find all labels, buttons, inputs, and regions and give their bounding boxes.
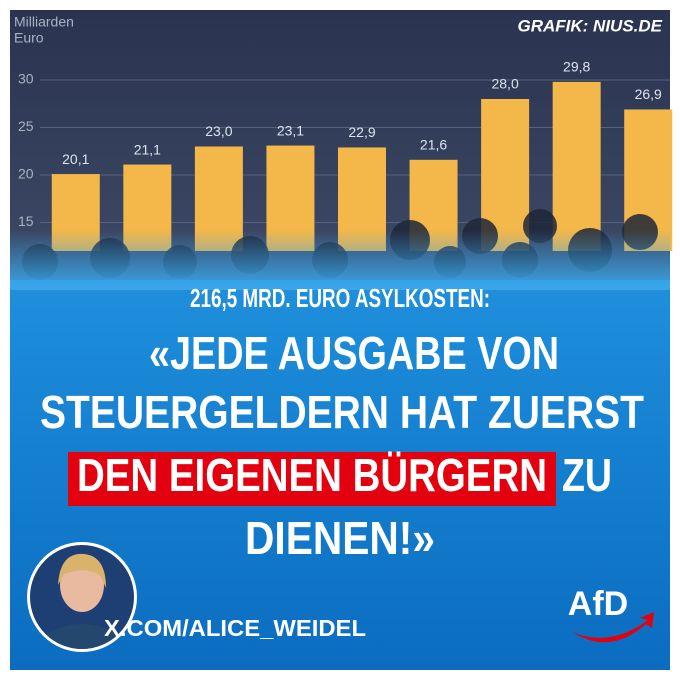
value-label: 22,9: [348, 124, 375, 140]
value-label: 23,1: [277, 122, 304, 138]
value-label: 28,0: [491, 76, 518, 92]
y-axis-label: Euro: [14, 30, 44, 46]
credit: GRAFIK: NIUS.DE: [518, 16, 663, 35]
value-label: 21,1: [134, 141, 161, 157]
highlight-box: [68, 452, 556, 506]
value-label: 21,6: [420, 137, 447, 153]
value-label: 29,8: [563, 59, 590, 75]
y-tick-label: 25: [18, 118, 34, 134]
y-tick-label: 15: [18, 213, 34, 229]
fade: [10, 230, 670, 290]
logo-arrow: [572, 612, 654, 643]
headline: 216,5 MRD. EURO ASYLKOSTEN:: [190, 283, 490, 313]
avatar: [27, 542, 137, 652]
handle[interactable]: X.COM/ALICE_WEIDEL: [104, 615, 366, 641]
value-label: 20,1: [62, 151, 89, 167]
logo: AfD: [568, 585, 628, 623]
quote-line: «JEDE AUSGABE VON: [149, 327, 559, 379]
y-axis-label: Milliarden: [14, 14, 74, 30]
value-label: 23,0: [205, 123, 232, 139]
quote-end: DIENEN!»: [245, 512, 435, 564]
y-tick-label: 20: [18, 166, 34, 182]
quote-tail: ZU: [562, 449, 612, 501]
quote-highlight: DEN EIGENEN BÜRGERN: [77, 449, 547, 501]
y-tick-label: 30: [18, 71, 34, 87]
value-label: 26,9: [635, 86, 662, 102]
bar: [552, 81, 601, 252]
quote-line: STEUERGELDERN HAT ZUERST: [40, 386, 644, 438]
